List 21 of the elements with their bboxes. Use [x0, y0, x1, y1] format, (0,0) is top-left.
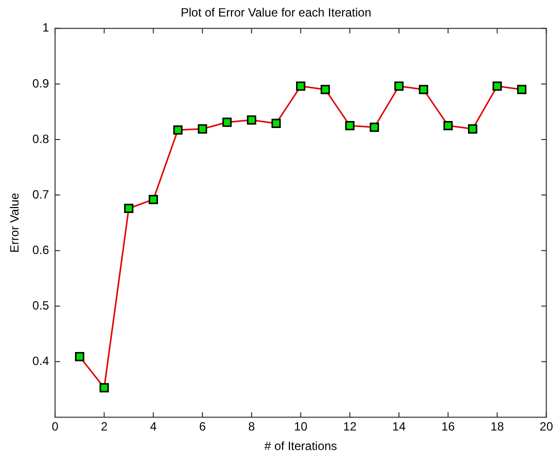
- x-tick-label: 20: [540, 420, 554, 434]
- y-tick-label: 0.7: [32, 187, 50, 202]
- x-tick-label: 2: [100, 420, 108, 434]
- x-tick-label: 6: [199, 420, 206, 434]
- y-tick-label: 0.5: [32, 298, 50, 312]
- y-tick-label: 1: [42, 20, 50, 35]
- x-tick-label: 18: [490, 420, 504, 434]
- x-tick-label: 16: [441, 420, 456, 434]
- x-tick-label: 0: [52, 420, 59, 434]
- y-tick-label: 0.9: [32, 76, 50, 90]
- x-tick-label: 10: [294, 420, 308, 434]
- y-tick-label: 0.6: [32, 242, 50, 257]
- y-tick-label: 0.4: [32, 354, 50, 368]
- chart-title: Plot of Error Value for each Iteration: [180, 6, 372, 20]
- x-tick-label: 14: [392, 420, 406, 434]
- x-tick-label: 4: [150, 420, 157, 434]
- x-tick-label: 8: [248, 420, 256, 434]
- y-axis-title: Error Value: [8, 192, 22, 253]
- x-axis-title: # of Iterations: [264, 439, 338, 454]
- x-tick-label: 12: [343, 420, 357, 434]
- y-tick-label: 0.8: [32, 132, 50, 146]
